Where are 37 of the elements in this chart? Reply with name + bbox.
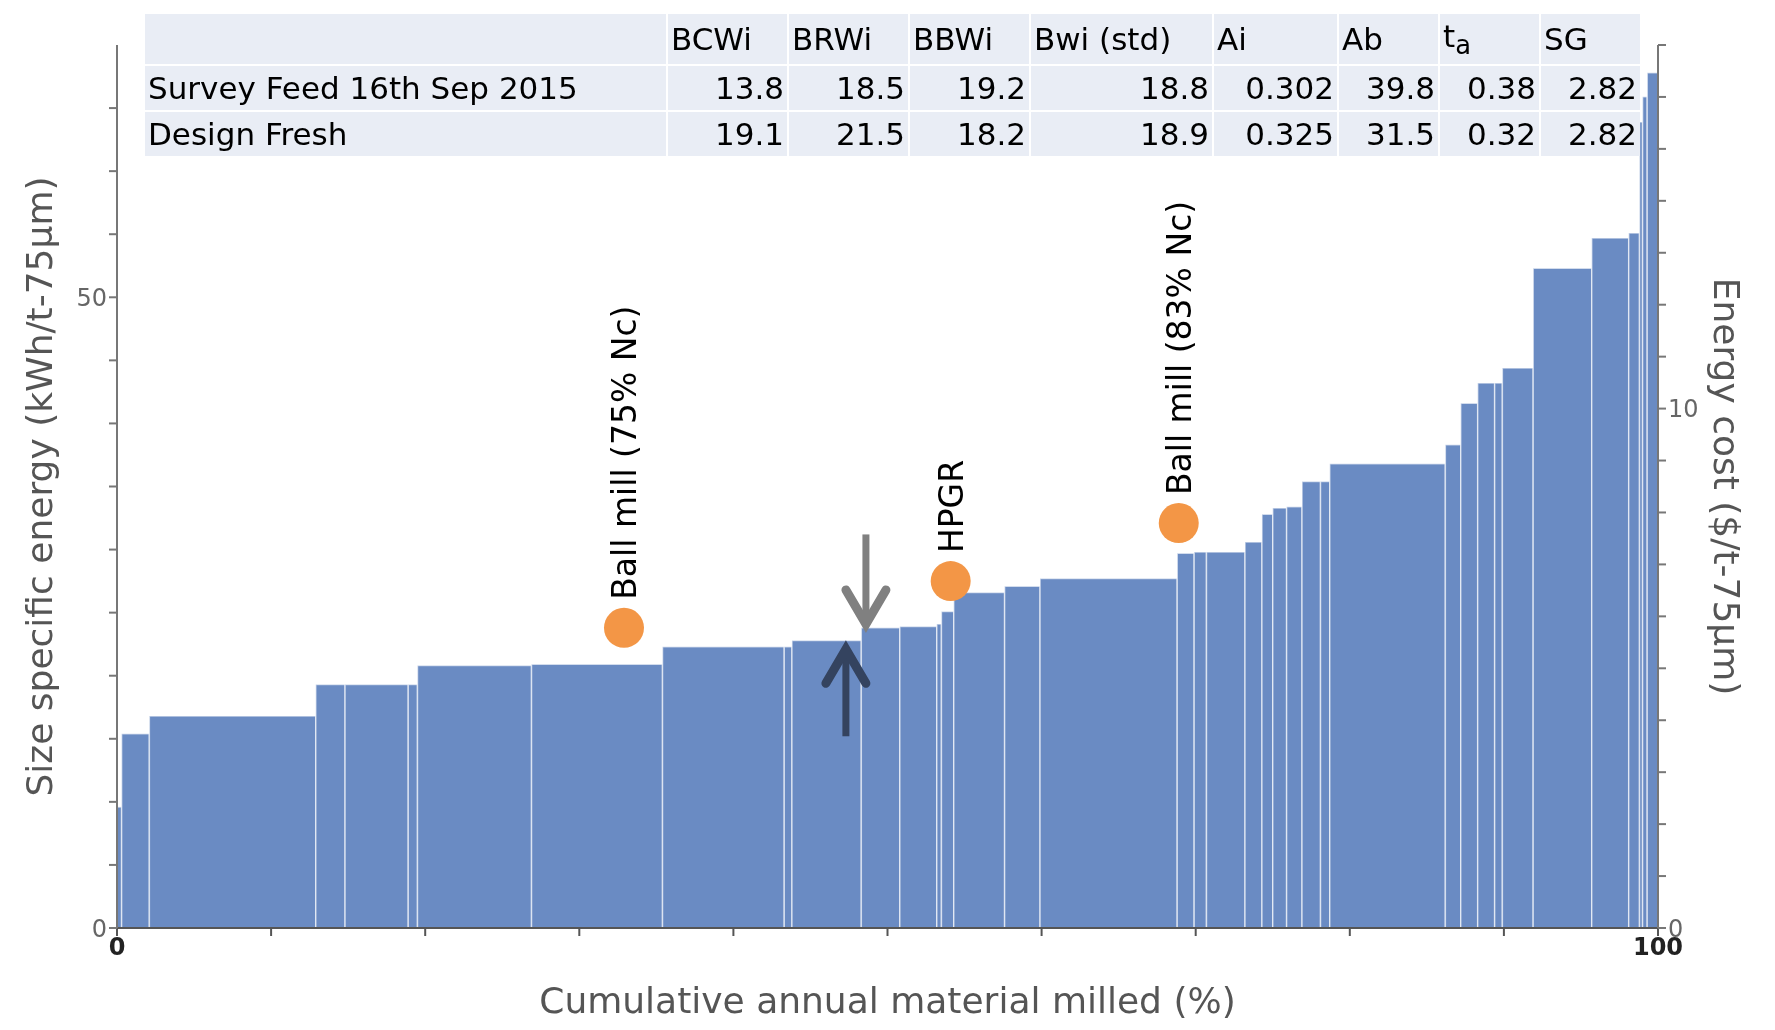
annotation: 19.2 bbox=[910, 66, 1029, 111]
point bbox=[603, 607, 644, 648]
annotation: 2.82 bbox=[1541, 112, 1640, 157]
annotation: BCWi bbox=[668, 14, 787, 65]
annotation: Bwi (std) bbox=[1031, 14, 1212, 65]
x-axis-title: Cumulative annual material milled (%) bbox=[539, 980, 1236, 1021]
annotation: 0.302 bbox=[1214, 66, 1337, 111]
annotation: Survey Feed 16th Sep 2015 bbox=[145, 66, 666, 111]
annotation: 18.9 bbox=[1031, 112, 1212, 157]
annotation: 39.8 bbox=[1339, 66, 1438, 111]
point bbox=[930, 561, 971, 602]
point bbox=[1158, 503, 1199, 544]
y2-tick-label: 10 bbox=[1668, 395, 1699, 424]
annotation: Design Fresh bbox=[145, 112, 666, 157]
annotation: SG bbox=[1541, 14, 1640, 65]
y2-axis-title: Energy cost ($/t-75μm) bbox=[1706, 277, 1748, 696]
annotation: 18.2 bbox=[910, 112, 1029, 157]
annotation: 0.325 bbox=[1214, 112, 1337, 157]
annotation: Ai bbox=[1214, 14, 1337, 65]
annotation: t$_{a}$ bbox=[1440, 14, 1539, 65]
annotation: 31.5 bbox=[1339, 112, 1438, 157]
annotation: 21.5 bbox=[789, 112, 908, 157]
annotation: BRWi bbox=[789, 14, 908, 65]
y-tick-label: 50 bbox=[76, 283, 107, 312]
annotation: 18.8 bbox=[1031, 66, 1212, 111]
annotation: BBWi bbox=[910, 14, 1029, 65]
annotation: HPGR bbox=[931, 459, 971, 554]
annotation: 13.8 bbox=[668, 66, 787, 111]
annotation: 2.82 bbox=[1541, 66, 1640, 111]
annotation: 0.32 bbox=[1440, 112, 1539, 157]
annotation: 19.1 bbox=[668, 112, 787, 157]
annotation: 18.5 bbox=[789, 66, 908, 111]
annotation: Ab bbox=[1339, 14, 1438, 65]
annotation: Ball mill (83% Nc) bbox=[1159, 200, 1199, 496]
annotation: 0.38 bbox=[1440, 66, 1539, 111]
annotation: Ball mill (75% Nc) bbox=[604, 305, 644, 600]
y-axis-title: Size specific energy (kWh/t-75μm) bbox=[18, 176, 60, 797]
